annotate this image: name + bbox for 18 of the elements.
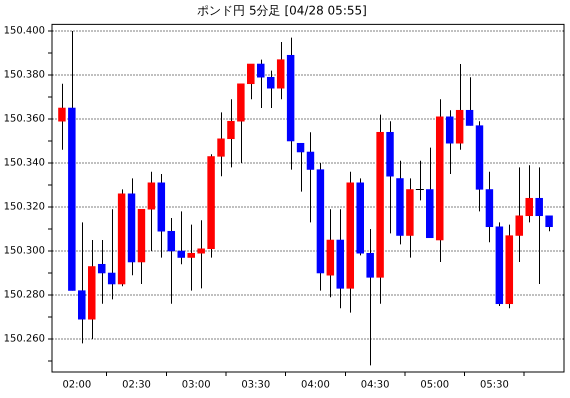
y-tick-label: 150.320	[4, 202, 45, 213]
x-tick-label: 02:30	[122, 380, 151, 391]
chart-title: ポンド円 5分足 [04/28 05:55]	[197, 3, 367, 18]
y-tick-label: 150.300	[4, 246, 45, 257]
x-tick-label: 04:30	[360, 380, 390, 391]
x-tick-label: 05:30	[480, 380, 509, 391]
y-tick-label: 150.380	[4, 70, 45, 81]
x-tick-label: 05:00	[420, 380, 450, 391]
y-tick-label: 150.340	[4, 158, 45, 169]
x-tick-label: 04:00	[301, 380, 330, 391]
y-tick-label: 150.400	[4, 26, 45, 37]
x-tick-label: 03:30	[241, 380, 270, 391]
y-tick-label: 150.280	[4, 290, 45, 301]
x-tick-label: 02:00	[62, 380, 92, 391]
y-tick-label: 150.260	[4, 334, 45, 345]
x-tick-label: 03:00	[182, 380, 211, 391]
y-tick-label: 150.360	[4, 114, 45, 125]
candlestick	[58, 83, 66, 150]
